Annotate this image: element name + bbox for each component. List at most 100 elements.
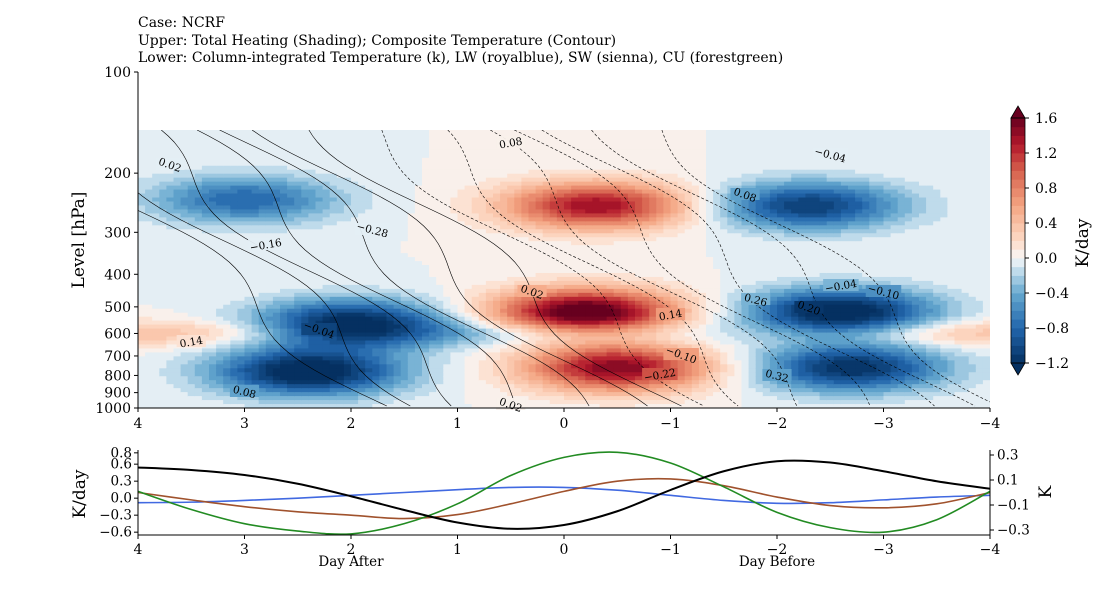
shading-cell [315,368,324,373]
shading-cell [379,237,388,242]
shading-cell [287,384,295,389]
shading-cell [301,213,309,218]
shading-cell [336,245,345,250]
shading-cell [152,300,160,306]
shading-cell [571,205,579,211]
shading-cell [145,388,153,393]
shading-cell [365,396,373,401]
shading-cell [535,197,544,203]
shading-cell [138,157,146,163]
shading-cell [642,153,650,159]
shading-cell [578,404,586,408]
shading-cell [145,145,153,151]
shading-cell [556,292,565,298]
shading-cell [308,209,317,214]
shading-cell [251,280,260,286]
shading-cell [301,276,309,282]
shading-cell [145,276,153,282]
shading-cell [287,229,295,234]
shading-cell [542,265,551,270]
shading-cell [471,169,480,175]
shading-cell [578,265,586,270]
shading-cell [471,153,480,159]
shading-cell [578,320,586,326]
shading-cell [230,201,238,207]
shading-cell [308,189,317,195]
shading-cell [514,272,522,278]
shading-cell [315,185,324,191]
shading-cell [514,348,522,353]
shading-cell [251,284,260,290]
shading-cell [464,217,473,222]
shading-cell [138,276,146,282]
shading-cell [379,241,388,246]
shading-cell [329,368,338,373]
shading-cell [507,284,515,290]
shading-cell [166,296,175,302]
shading-cell [500,280,508,286]
shading-cell [606,376,615,381]
shading-cell [578,328,586,334]
shading-cell [585,404,593,408]
shading-cell [251,213,260,218]
shading-cell [450,396,459,401]
shading-cell [620,213,629,218]
shading-cell [315,165,324,171]
shading-cell [258,272,267,278]
shading-cell [194,177,203,183]
shading-cell [280,233,288,238]
shading-cell [379,149,388,155]
shading-cell [379,261,388,266]
shading-cell [493,233,501,238]
shading-cell [272,272,281,278]
shading-cell [372,145,380,151]
shading-cell [507,169,515,175]
shading-cell [556,288,565,294]
shading-cell [436,296,444,302]
shading-cell [471,328,480,334]
shading-cell [244,130,253,135]
shading-cell [258,356,267,361]
shading-cell [450,141,459,147]
shading-cell [514,161,522,167]
shading-cell [556,193,565,199]
shading-cell [194,173,203,179]
shading-cell [209,316,217,322]
shading-cell [500,356,508,361]
shading-cell [556,396,565,401]
shading-cell [564,284,572,290]
shading-cell [606,221,615,226]
shading-cell [315,404,324,408]
shading-cell [237,364,246,369]
shading-cell [287,137,295,143]
shading-cell [301,245,309,250]
shading-cell [627,300,636,306]
shading-cell [507,229,515,234]
shading-cell [436,130,444,135]
shading-cell [606,177,615,183]
shading-cell [230,157,238,163]
shading-cell [514,181,522,187]
shading-cell [159,245,167,250]
shading-cell [571,296,579,302]
shading-cell [549,157,558,163]
shading-cell [379,153,388,159]
shading-cell [180,130,189,135]
shading-cell [209,269,217,274]
shading-cell [393,201,402,207]
shading-cell [294,272,302,278]
shading-cell [571,253,579,258]
shading-cell [613,165,622,171]
shading-cell [443,292,451,298]
shading-cell [152,225,160,230]
shading-cell [414,149,423,155]
shading-cell [173,380,182,385]
shading-cell [329,130,338,135]
shading-cell [571,292,579,298]
shading-cell [514,153,522,159]
shading-cell [244,185,253,191]
shading-cell [187,404,196,408]
shading-cell [237,205,246,211]
shading-cell [187,400,196,405]
shading-cell [159,257,167,262]
